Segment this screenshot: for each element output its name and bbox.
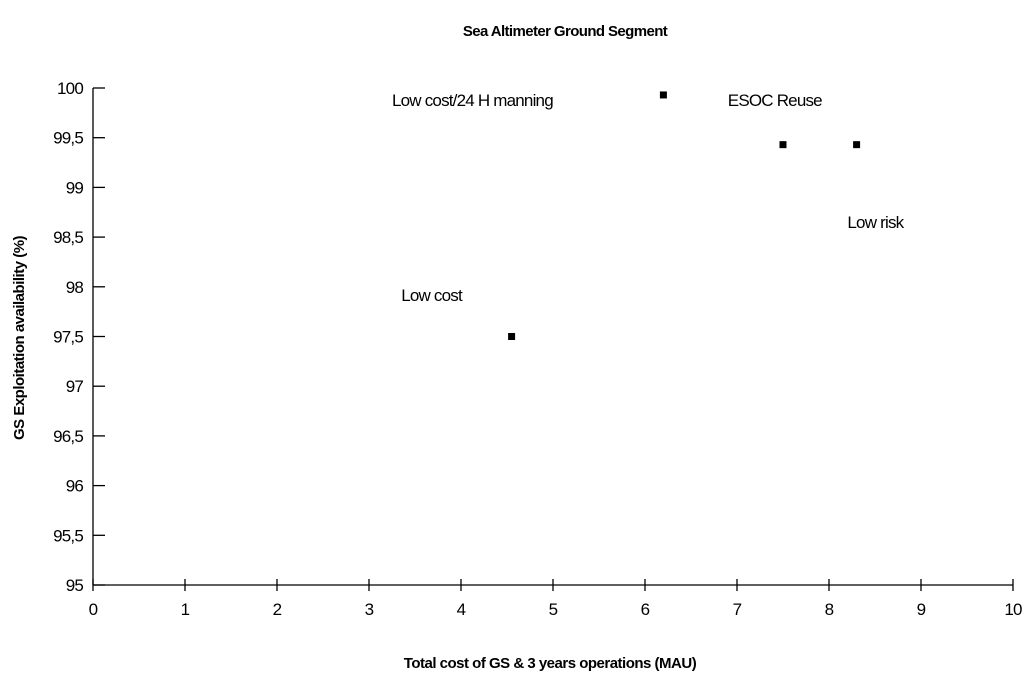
data-point	[508, 333, 516, 340]
x-tick-label: 6	[641, 600, 650, 619]
data-point	[853, 141, 861, 149]
x-tick-label: 1	[181, 600, 190, 619]
x-tick-label: 10	[1004, 600, 1022, 619]
y-tick-label: 98	[66, 278, 84, 297]
data-points	[508, 91, 861, 340]
y-tick-label: 99,5	[53, 129, 83, 148]
x-ticks: 0 1 2 3 4 5 6 7 8 9 10	[89, 579, 1023, 619]
x-tick-label: 4	[457, 600, 466, 619]
point-annotation: ESOC Reuse	[728, 91, 822, 110]
y-tick-label: 99	[66, 178, 84, 197]
y-tick-label: 97,5	[53, 328, 83, 347]
y-tick-label: 98,5	[53, 228, 83, 247]
y-tick-label: 100	[57, 79, 83, 98]
y-ticks: 95 95,5 96 96,5 97 97,5 98 98,5 99 99,5 100	[53, 79, 105, 595]
y-tick-label: 96	[66, 477, 84, 496]
point-annotation: Low cost	[401, 286, 463, 305]
y-tick-label: 95,5	[53, 526, 83, 545]
x-tick-label: 9	[917, 600, 926, 619]
y-tick-label: 95	[66, 576, 84, 595]
annotations: Low cost Low cost/24 H manning ESOC Reuse L…	[392, 91, 905, 305]
point-annotation: Low cost/24 H manning	[392, 91, 553, 110]
x-axis-title: Total cost of GS & 3 years operations (M…	[404, 655, 697, 672]
point-annotation: Low risk	[847, 213, 904, 232]
axes	[92, 88, 1013, 586]
x-tick-label: 3	[365, 600, 374, 619]
y-tick-label: 97	[66, 377, 84, 396]
x-tick-label: 8	[825, 600, 834, 619]
x-tick-label: 0	[89, 600, 98, 619]
chart-title: Sea Altimeter Ground Segment	[463, 23, 668, 40]
x-tick-label: 2	[273, 600, 282, 619]
data-point	[659, 91, 667, 99]
x-tick-label: 7	[733, 600, 742, 619]
x-tick-label: 5	[549, 600, 558, 619]
data-point	[779, 141, 787, 149]
y-tick-label: 96,5	[53, 427, 83, 446]
y-axis-title: GS Exploitation availability (%)	[11, 235, 28, 440]
